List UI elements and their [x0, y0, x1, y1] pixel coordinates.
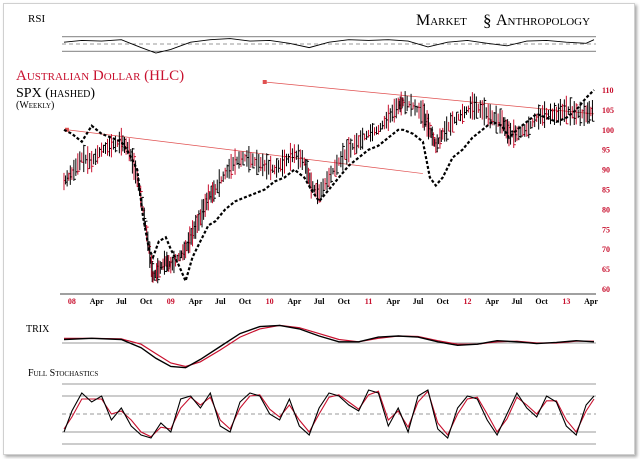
stoch-lines: [62, 383, 596, 445]
x-tick-label: Apr: [584, 297, 598, 306]
y-tick-label: 60: [602, 285, 610, 294]
x-tick-label: 11: [365, 297, 373, 306]
y-tick-label: 90: [602, 166, 610, 175]
x-tick-label: 08: [68, 297, 76, 306]
brand-word-1: Market: [416, 12, 467, 29]
y-tick-label: 100: [602, 126, 614, 135]
rsi-lines: [62, 36, 596, 54]
y-tick-label: 65: [602, 265, 610, 274]
rsi-panel: RSI: [28, 13, 596, 54]
stoch-panel: Full Stochastics: [28, 368, 596, 445]
aud-series: [63, 91, 595, 284]
x-tick-label: Oct: [535, 297, 548, 306]
stoch-d-line: [63, 390, 595, 438]
x-tick-label: Apr: [287, 297, 301, 306]
trendlines: [64, 80, 595, 174]
brand-word-2: Anthropology: [496, 12, 590, 29]
spx-series: [63, 89, 595, 285]
x-tick-label: Jul: [512, 297, 523, 306]
chart-period: (Weekly): [16, 100, 54, 111]
stoch-label: Full Stochastics: [28, 368, 98, 379]
spx-line: [63, 89, 595, 285]
y-tick-label: 70: [602, 245, 610, 254]
x-tick-label: Oct: [239, 297, 252, 306]
y-tick-label: 85: [602, 185, 610, 194]
rsi-label: RSI: [28, 13, 45, 25]
y-tick-label: 75: [602, 225, 610, 234]
chart-title: Australian Dollar (HLC): [16, 68, 184, 84]
x-tick-label: 13: [562, 297, 570, 306]
trix-line: [63, 324, 595, 369]
x-tick-label: Jul: [413, 297, 424, 306]
trix-lines: [62, 324, 596, 369]
brand-symbol-icon: §: [483, 11, 492, 30]
y-tick-label: 105: [602, 106, 614, 115]
x-tick-label: Oct: [140, 297, 153, 306]
x-tick-label: Oct: [437, 297, 450, 306]
trend-anchor-point: [64, 127, 69, 132]
chart-frame: RSI Market § Anthropology Australian Dol…: [3, 3, 635, 455]
x-tick-label: 12: [463, 297, 471, 306]
x-tick-label: Jul: [116, 297, 127, 306]
chart-subtitle: SPX (hashed): [16, 86, 95, 101]
trix-label: TRIX: [26, 324, 50, 335]
x-tick-label: Apr: [386, 297, 400, 306]
x-tick-label: Oct: [338, 297, 351, 306]
main-price-panel: 60 65 70 75 80 85 90 95 100 105 110 08 Apr Jul Oct 09 A…: [60, 80, 614, 306]
brand-logo: Market § Anthropology: [416, 11, 590, 30]
chart-canvas: RSI Market § Anthropology Australian Dol…: [16, 11, 614, 445]
x-tick-label: Jul: [215, 297, 226, 306]
y-tick-label: 110: [602, 86, 614, 95]
trix-panel: TRIX: [26, 324, 596, 369]
trend-anchor-point: [262, 80, 267, 84]
x-tick-label: Apr: [90, 297, 104, 306]
y-axis: 60 65 70 75 80 85 90 95 100 105 110: [602, 86, 614, 294]
trix-signal-line: [64, 324, 594, 368]
x-axis: 08 Apr Jul Oct 09 Apr Jul Oct 10 Apr Jul Oct 11 Apr Ju…: [60, 293, 598, 306]
rsi-line: [63, 38, 595, 54]
x-tick-label: Jul: [314, 297, 325, 306]
x-tick-label: Apr: [485, 297, 499, 306]
x-tick-label: 10: [266, 297, 274, 306]
x-tick-label: 09: [167, 297, 175, 306]
trend-line: [66, 129, 423, 174]
y-tick-label: 95: [602, 146, 610, 155]
x-tick-label: Apr: [189, 297, 203, 306]
y-tick-label: 80: [602, 205, 610, 214]
stoch-k-line: [63, 389, 595, 439]
